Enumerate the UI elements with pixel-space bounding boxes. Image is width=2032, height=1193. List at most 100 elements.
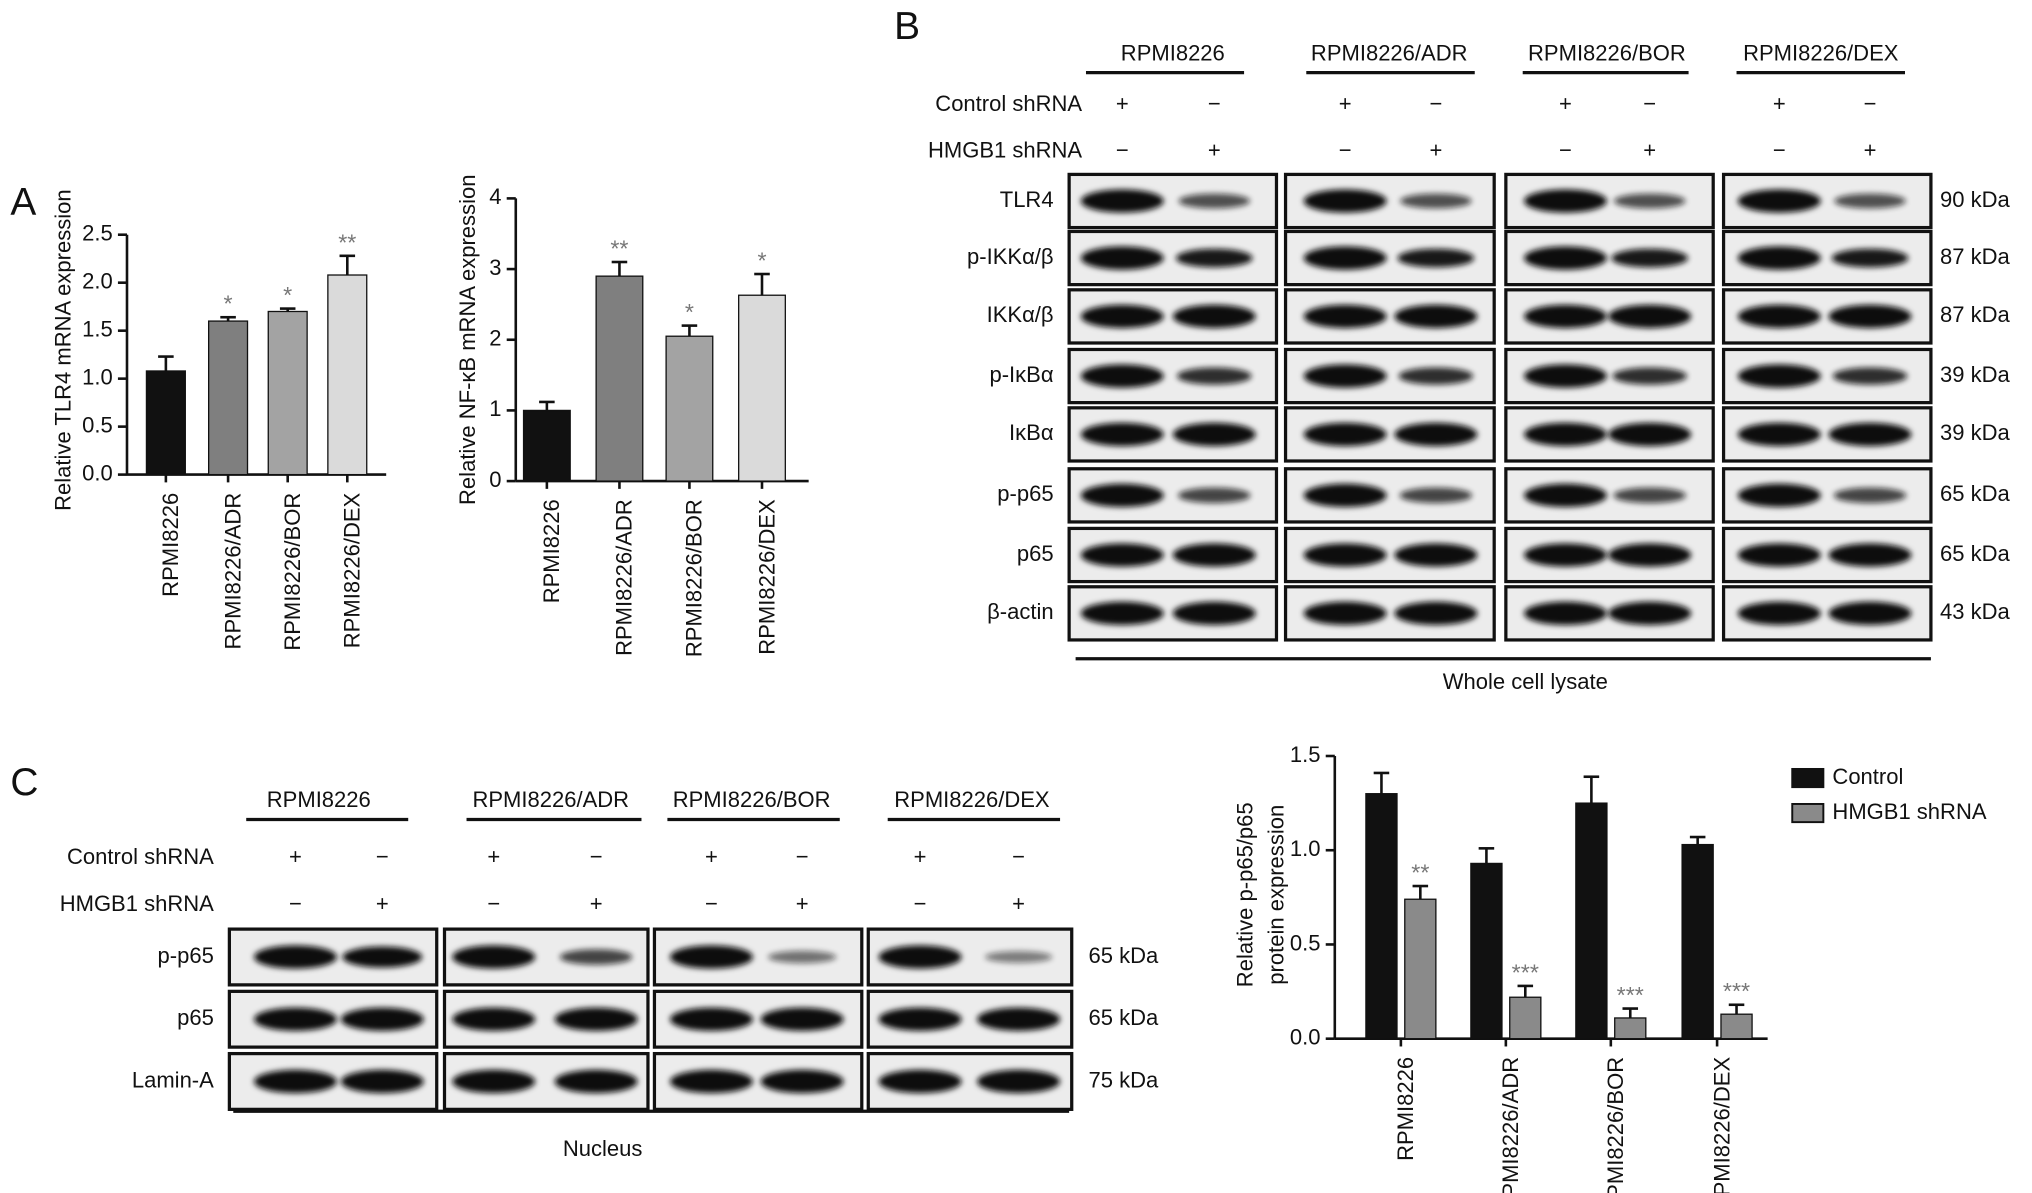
x-tick-label: RPMI8226/DEX <box>754 499 779 655</box>
legend-swatch <box>1791 803 1825 824</box>
band <box>1828 601 1912 626</box>
footer-label: Whole cell lysate <box>1443 669 1608 694</box>
x-tick-label: RPMI8226/DEX <box>340 492 365 648</box>
condition-sign: − <box>1864 91 1877 116</box>
band <box>669 945 753 969</box>
group-header: RPMI8226/ADR <box>472 787 629 812</box>
x-tick-label: RPMI8226 <box>158 493 183 597</box>
bar <box>595 275 644 482</box>
band <box>1737 543 1821 567</box>
band <box>977 1069 1061 1094</box>
bar <box>145 370 186 476</box>
protein-label: p65 <box>177 1005 214 1030</box>
condition-sign: − <box>1339 138 1352 163</box>
condition-sign: − <box>1643 91 1656 116</box>
bar <box>1509 996 1542 1040</box>
y-axis-label: Relative TLR4 mRNA expression <box>51 189 76 511</box>
band <box>254 1069 337 1094</box>
band <box>1611 248 1689 268</box>
condition-sign: − <box>1773 138 1786 163</box>
band <box>767 950 837 964</box>
band <box>1737 422 1821 447</box>
significance: ** <box>338 229 356 255</box>
band <box>1176 367 1252 385</box>
y-tick-label: 0.5 <box>82 412 113 437</box>
blot-box <box>1721 229 1933 287</box>
y-tick-label: 1.5 <box>82 316 113 341</box>
band <box>1303 246 1387 270</box>
significance: * <box>685 299 694 325</box>
band <box>1399 487 1473 504</box>
condition-sign: + <box>1429 138 1442 163</box>
condition-sign: − <box>1012 844 1025 869</box>
band <box>1172 304 1256 329</box>
bar <box>738 294 786 482</box>
band <box>1080 543 1164 567</box>
band <box>1172 422 1256 447</box>
group-header: RPMI8226/ADR <box>1311 40 1468 65</box>
band <box>1398 367 1474 385</box>
protein-label: Lamin-A <box>132 1067 214 1092</box>
band <box>1828 304 1912 329</box>
band <box>1394 304 1478 329</box>
band <box>1608 543 1692 567</box>
x-tick-label: RPMI8226/BOR <box>280 493 305 651</box>
condition-sign: − <box>590 844 603 869</box>
significance: ** <box>1411 860 1429 886</box>
bar <box>1575 802 1608 1040</box>
protein-size: 39 kDa <box>1940 362 2010 387</box>
band <box>1608 422 1692 447</box>
band <box>1524 246 1607 270</box>
condition-sign: + <box>590 891 603 916</box>
bar <box>1470 862 1503 1040</box>
bar <box>207 320 249 476</box>
condition-sign: + <box>289 844 302 869</box>
y-tick-label: 3 <box>489 255 501 280</box>
y-axis-label: protein expression <box>1264 805 1289 985</box>
condition-label: HMGB1 shRNA <box>928 138 1082 163</box>
condition-sign: − <box>1559 138 1572 163</box>
band <box>1524 543 1607 567</box>
band <box>1080 304 1164 329</box>
condition-sign: + <box>914 844 927 869</box>
band <box>878 1007 962 1031</box>
legend-swatch <box>1791 767 1825 789</box>
band <box>1303 601 1387 626</box>
band <box>1613 487 1686 504</box>
band <box>1080 601 1164 626</box>
band <box>340 1069 424 1094</box>
band <box>1524 189 1607 213</box>
protein-label: IκBα <box>1009 420 1054 445</box>
bar <box>1365 793 1398 1040</box>
condition-sign: + <box>1208 138 1221 163</box>
condition-sign: + <box>1864 138 1877 163</box>
band <box>1608 601 1692 626</box>
band <box>1303 189 1387 213</box>
band <box>1737 246 1821 270</box>
band <box>1080 246 1164 270</box>
y-axis-label: Relative NF-κB mRNA expression <box>455 175 480 505</box>
band <box>1303 483 1387 508</box>
band <box>254 1007 337 1031</box>
x-tick-label: RPMI8226/ADR <box>612 499 637 656</box>
band <box>1303 422 1387 447</box>
condition-sign: − <box>487 891 500 916</box>
protein-label: β-actin <box>987 599 1053 624</box>
x-tick-label: RPMI8226/ADR <box>1498 1057 1523 1193</box>
y-tick-label: 2.0 <box>82 268 113 293</box>
condition-label: HMGB1 shRNA <box>60 891 214 916</box>
group-header: RPMI8226/BOR <box>1528 40 1686 65</box>
band <box>1831 248 1909 268</box>
band <box>1175 248 1253 268</box>
protein-size: 65 kDa <box>1940 481 2010 506</box>
protein-size: 87 kDa <box>1940 302 2010 327</box>
band <box>878 1069 962 1094</box>
y-tick-label: 1.0 <box>1290 836 1321 861</box>
band <box>452 1007 536 1031</box>
y-axis-label: Relative p-p65/p65 <box>1232 802 1257 987</box>
x-tick-label: RPMI8226/BOR <box>1603 1057 1628 1193</box>
band <box>559 949 633 965</box>
band <box>1172 601 1256 626</box>
bar <box>327 274 368 476</box>
condition-sign: + <box>1339 91 1352 116</box>
